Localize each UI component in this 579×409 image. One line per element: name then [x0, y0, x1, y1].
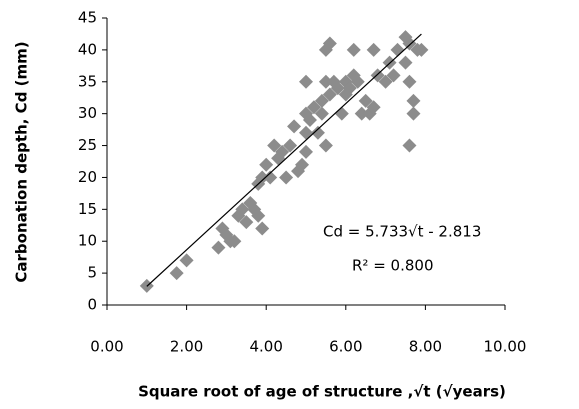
r-squared: R² = 0.800 — [352, 257, 433, 275]
data-point — [322, 36, 337, 51]
data-point — [239, 215, 254, 230]
data-point — [314, 106, 329, 121]
data-point — [358, 93, 373, 108]
data-point — [330, 81, 345, 96]
data-point — [378, 74, 393, 89]
data-point — [398, 55, 413, 70]
data-point — [310, 125, 325, 140]
y-tick-label: 15 — [78, 200, 97, 218]
data-point — [295, 157, 310, 172]
data-point — [255, 170, 270, 185]
y-tick-label: 35 — [78, 72, 97, 90]
data-point — [251, 208, 266, 223]
data-point — [318, 74, 333, 89]
data-point — [255, 221, 270, 236]
y-axis-label: Carbonation depth, Cd (mm) — [13, 41, 31, 282]
data-point — [414, 42, 429, 57]
y-tick-label: 40 — [78, 40, 97, 58]
data-point — [402, 74, 417, 89]
data-point — [247, 202, 262, 217]
data-point — [406, 106, 421, 121]
data-point — [402, 36, 417, 51]
data-point — [299, 144, 313, 159]
data-point — [334, 106, 349, 121]
data-point — [259, 157, 274, 172]
data-point — [346, 42, 361, 57]
data-point — [179, 253, 194, 268]
y-tick-label: 0 — [87, 296, 97, 314]
x-tick-label: 2.00 — [170, 338, 203, 356]
data-point — [386, 68, 401, 83]
data-point — [299, 74, 313, 89]
data-point — [267, 138, 282, 153]
data-point — [322, 87, 337, 102]
data-point — [275, 144, 290, 159]
data-point — [342, 81, 357, 96]
data-point — [211, 240, 226, 255]
data-point — [299, 125, 313, 140]
y-tick-label: 5 — [87, 264, 97, 282]
x-axis-label: Square root of age of structure ,√t (√ye… — [138, 383, 506, 401]
data-point — [406, 93, 421, 108]
data-point — [306, 100, 321, 115]
data-point — [354, 106, 369, 121]
x-tick-label: 8.00 — [409, 338, 442, 356]
data-point — [402, 138, 417, 153]
data-point — [390, 42, 405, 57]
x-tick-label: 4.00 — [249, 338, 282, 356]
y-tick-label: 20 — [78, 168, 97, 186]
data-point — [366, 42, 381, 57]
data-point — [279, 170, 294, 185]
data-point — [227, 234, 242, 249]
y-tick-label: 10 — [78, 232, 97, 250]
data-point — [370, 68, 385, 83]
y-tick-label: 30 — [78, 104, 97, 122]
y-tick-label: 25 — [78, 136, 97, 154]
data-point — [235, 202, 250, 217]
x-tick-label: 6.00 — [329, 338, 362, 356]
data-point — [302, 113, 317, 128]
trendline — [146, 33, 422, 287]
equation: Cd = 5.733√t - 2.813 — [323, 223, 481, 241]
data-point — [366, 100, 381, 115]
data-point — [169, 266, 184, 281]
data-point — [350, 74, 365, 89]
data-point — [318, 138, 333, 153]
x-tick-label: 0.00 — [90, 338, 123, 356]
data-point — [287, 119, 302, 134]
data-point — [314, 93, 329, 108]
data-point — [283, 138, 298, 153]
x-tick-label: 10.00 — [484, 338, 527, 356]
y-tick-label: 45 — [78, 9, 97, 27]
data-point — [263, 170, 278, 185]
